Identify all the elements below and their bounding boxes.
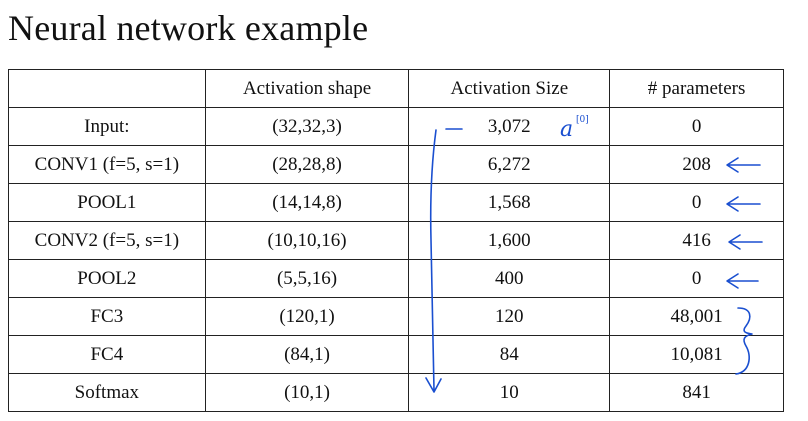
layer-name: FC4 bbox=[8, 335, 206, 374]
activation-shape: (120,1) bbox=[204, 297, 410, 336]
layer-name: POOL2 bbox=[8, 259, 206, 298]
table-row: CONV2 (f=5, s=1) (10,10,16) 1,600 416 bbox=[8, 221, 784, 260]
activation-shape: (10,10,16) bbox=[204, 221, 410, 260]
layer-name: FC3 bbox=[8, 297, 206, 336]
parameter-count: 0 bbox=[609, 107, 784, 146]
activation-size: 6,272 bbox=[408, 145, 611, 184]
activation-size: 1,600 bbox=[408, 221, 611, 260]
layer-name: CONV1 (f=5, s=1) bbox=[8, 145, 206, 184]
activation-shape: (14,14,8) bbox=[204, 183, 410, 222]
activation-size: 84 bbox=[408, 335, 611, 374]
parameter-count: 841 bbox=[609, 373, 784, 412]
table-row: FC3 (120,1) 120 48,001 bbox=[8, 297, 784, 336]
table-row: CONV1 (f=5, s=1) (28,28,8) 6,272 208 bbox=[8, 145, 784, 184]
activation-size: 1,568 bbox=[408, 183, 611, 222]
parameter-count: 416 bbox=[609, 221, 784, 260]
network-table: Activation shape Activation Size # param… bbox=[8, 69, 784, 412]
header-activation-shape: Activation shape bbox=[204, 69, 410, 108]
activation-size: 10 bbox=[408, 373, 611, 412]
activation-shape: (5,5,16) bbox=[204, 259, 410, 298]
activation-size: 400 bbox=[408, 259, 611, 298]
activation-shape: (28,28,8) bbox=[204, 145, 410, 184]
activation-size: 3,072 bbox=[408, 107, 611, 146]
header-parameters: # parameters bbox=[609, 69, 784, 108]
layer-name: POOL1 bbox=[8, 183, 206, 222]
slide-title: Neural network example bbox=[8, 8, 369, 48]
layer-name: Softmax bbox=[8, 373, 206, 412]
parameter-count: 0 bbox=[609, 259, 784, 298]
parameter-count: 48,001 bbox=[609, 297, 784, 336]
layer-name: CONV2 (f=5, s=1) bbox=[8, 221, 206, 260]
table-row: POOL1 (14,14,8) 1,568 0 bbox=[8, 183, 784, 222]
parameter-count: 10,081 bbox=[609, 335, 784, 374]
header-layer bbox=[8, 69, 206, 108]
table-row: Softmax (10,1) 10 841 bbox=[8, 373, 784, 412]
parameter-count: 0 bbox=[609, 183, 784, 222]
header-row: Activation shape Activation Size # param… bbox=[8, 69, 784, 108]
table-row: FC4 (84,1) 84 10,081 bbox=[8, 335, 784, 374]
activation-size: 120 bbox=[408, 297, 611, 336]
table-row: Input: (32,32,3) 3,072 0 bbox=[8, 107, 784, 146]
activation-shape: (10,1) bbox=[204, 373, 410, 412]
parameter-count: 208 bbox=[609, 145, 784, 184]
header-activation-size: Activation Size bbox=[408, 69, 611, 108]
activation-shape: (32,32,3) bbox=[204, 107, 410, 146]
layer-name: Input: bbox=[8, 107, 206, 146]
activation-shape: (84,1) bbox=[204, 335, 410, 374]
table-row: POOL2 (5,5,16) 400 0 bbox=[8, 259, 784, 298]
